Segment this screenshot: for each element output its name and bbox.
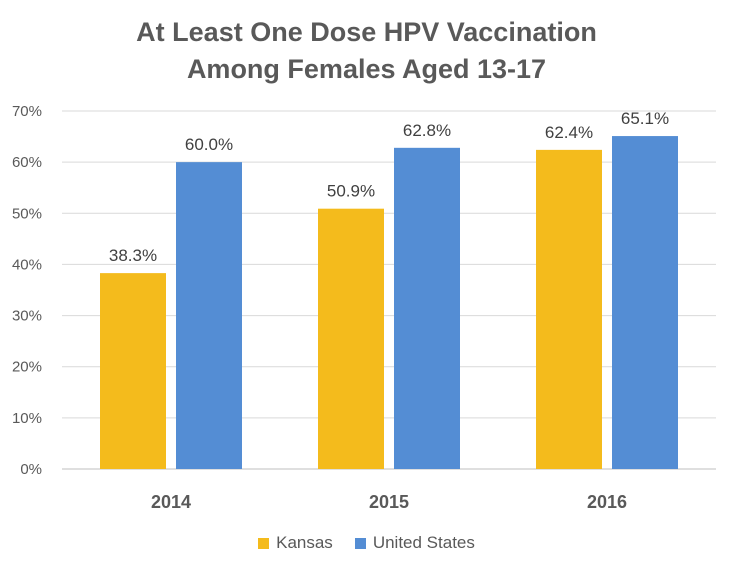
data-label-kansas-2014: 38.3%	[109, 246, 157, 265]
bar-united-states-2016	[612, 136, 678, 469]
legend-label-kansas: Kansas	[276, 533, 333, 552]
y-tick-label-70-pct: 70%	[12, 103, 42, 120]
bar-kansas-2014	[100, 273, 166, 469]
y-axis-ticks: 0% 10% 20% 30% 40% 50% 60% 70%	[12, 103, 42, 478]
legend: Kansas United States	[0, 533, 733, 553]
y-tick-label-60-pct: 60%	[12, 154, 42, 171]
chart-title: At Least One Dose HPV Vaccination Among …	[0, 14, 733, 88]
legend-label-united-states: United States	[372, 533, 475, 552]
y-tick-label-50-pct: 50%	[12, 205, 42, 222]
x-category-label-2016: 2016	[587, 492, 627, 512]
y-tick-label-30-pct: 30%	[12, 308, 42, 325]
legend-item-united-states: United States	[354, 533, 475, 553]
bars	[100, 136, 678, 469]
data-label-kansas-2016: 62.4%	[545, 123, 593, 142]
data-label-united-states-2016: 65.1%	[621, 109, 669, 128]
legend-swatch-united-states	[354, 537, 366, 549]
x-axis-categories: 2014 2015 2016	[151, 492, 627, 512]
y-tick-label-40-pct: 40%	[12, 256, 42, 273]
x-category-label-2015: 2015	[369, 492, 409, 512]
bar-kansas-2015	[318, 208, 384, 469]
bar-kansas-2016	[536, 149, 602, 469]
x-category-label-2014: 2014	[151, 492, 191, 512]
data-label-united-states-2015: 62.8%	[403, 121, 451, 140]
y-tick-label-0-pct: 0%	[20, 461, 42, 478]
bar-united-states-2015	[394, 147, 460, 469]
y-tick-label-10-pct: 10%	[12, 410, 42, 427]
y-tick-label-20-pct: 20%	[12, 359, 42, 376]
data-labels: 38.3% 60.0% 50.9% 62.8% 62.4% 65.1%	[109, 109, 669, 265]
bar-united-states-2014	[176, 162, 242, 469]
chart-title-line-1: At Least One Dose HPV Vaccination	[136, 17, 597, 47]
data-label-kansas-2015: 50.9%	[327, 182, 375, 201]
gridlines	[62, 110, 716, 470]
data-label-united-states-2014: 60.0%	[185, 135, 233, 154]
chart-title-line-2: Among Females Aged 13-17	[186, 54, 547, 84]
legend-swatch-kansas	[258, 537, 270, 549]
legend-item-kansas: Kansas	[258, 533, 333, 553]
